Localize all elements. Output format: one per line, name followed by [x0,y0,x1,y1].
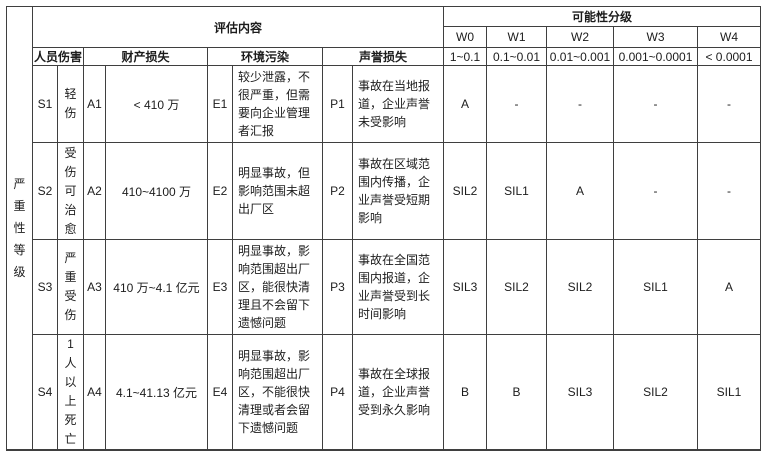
env-desc-cell: 明显事故，影响范围超出厂区，不能很快清理或者会留下遗憾问题 [232,334,323,451]
rating-cell-w3: SIL2 [613,334,698,451]
rep-code-cell: P2 [322,142,353,240]
env-code-cell: E2 [207,142,233,240]
category-property-loss: 财产损失 [83,47,208,66]
rating-cell-w0: A [443,65,487,143]
env-code-cell: E3 [207,239,233,335]
table-row-s1: S1 轻伤 A1 < 410 万 E1 较少泄露，不很严重，但需要向企业管理者汇… [7,65,761,143]
w0-range: 1~0.1 [443,47,487,66]
severity-code-cell: S2 [32,142,58,240]
rep-desc-cell: 事故在区域范围内传播，企业声誉受短期影响 [352,142,444,240]
table-row-s2: S2 受伤可治愈 A2 410~4100 万 E2 明显事故，但影响范围未超出厂… [7,142,761,240]
env-desc-cell: 明显事故，但影响范围未超出厂区 [232,142,323,240]
rating-cell-w1: SIL1 [486,142,547,240]
rep-code-cell: P1 [322,65,353,143]
rating-cell-w4: - [697,65,761,143]
table-row-s4: S4 1人以上死亡 A4 4.1~41.13 亿元 E4 明显事故，影响范围超出… [7,334,761,451]
env-desc-cell: 明显事故，影响范围超出厂区，能很快清理且不会留下遗憾问题 [232,239,323,335]
severity-code-cell: S4 [32,334,58,451]
rating-cell-w0: SIL2 [443,142,487,240]
w4-range: < 0.0001 [697,47,761,66]
rating-cell-w2: SIL3 [546,334,614,451]
rating-cell-w2: - [546,65,614,143]
rating-cell-w4: - [697,142,761,240]
rating-cell-w1: SIL2 [486,239,547,335]
category-personal-injury: 人员伤害 [32,47,84,66]
asset-range-cell: 4.1~41.13 亿元 [105,334,208,451]
severity-axis-label: 严重性等级 [6,6,33,451]
injury-cell: 轻伤 [57,65,84,143]
w3-header: W3 [613,26,698,48]
rep-desc-cell: 事故在全球报道，企业声誉受到永久影响 [352,334,444,451]
table-row-s3: S3 严重受伤 A3 410 万~4.1 亿元 E3 明显事故，影响范围超出厂区… [7,239,761,335]
rating-cell-w0: B [443,334,487,451]
risk-matrix-container: 严重性等级 评估内容 可能性分级 W0 W1 W2 W3 W4 人员伤害 财产损… [6,6,761,451]
asset-range-cell: < 410 万 [105,65,208,143]
asset-range-cell: 410~4100 万 [105,142,208,240]
rating-cell-w3: - [613,142,698,240]
rep-code-cell: P4 [322,334,353,451]
asset-code-cell: A4 [83,334,106,451]
rating-cell-w1: - [486,65,547,143]
possibility-grading-header: 可能性分级 [443,6,761,27]
injury-cell: 严重受伤 [57,239,84,335]
w1-header: W1 [486,26,547,48]
rep-desc-cell: 事故在全国范围内报道，企业声誉受到长时间影响 [352,239,444,335]
rating-cell-w0: SIL3 [443,239,487,335]
rating-cell-w2: SIL2 [546,239,614,335]
w3-range: 0.001~0.0001 [613,47,698,66]
rating-cell-w2: A [546,142,614,240]
rating-cell-w3: SIL1 [613,239,698,335]
category-reputation-loss: 声誉损失 [322,47,444,66]
rating-cell-w1: B [486,334,547,451]
env-desc-cell: 较少泄露，不很严重，但需要向企业管理者汇报 [232,65,323,143]
rating-cell-w3: - [613,65,698,143]
env-code-cell: E4 [207,334,233,451]
severity-code-cell: S1 [32,65,58,143]
w2-range: 0.01~0.001 [546,47,614,66]
w0-header: W0 [443,26,487,48]
asset-code-cell: A2 [83,142,106,240]
rep-desc-cell: 事故在当地报道，企业声誉未受影响 [352,65,444,143]
w4-header: W4 [697,26,761,48]
w1-range: 0.1~0.01 [486,47,547,66]
eval-content-header: 评估内容 [32,6,444,48]
env-code-cell: E1 [207,65,233,143]
category-environmental-pollution: 环境污染 [207,47,323,66]
asset-code-cell: A3 [83,239,106,335]
risk-matrix-table: 严重性等级 评估内容 可能性分级 W0 W1 W2 W3 W4 人员伤害 财产损… [6,6,761,451]
severity-code-cell: S3 [32,239,58,335]
asset-code-cell: A1 [83,65,106,143]
w2-header: W2 [546,26,614,48]
rating-cell-w4: SIL1 [697,334,761,451]
injury-cell: 受伤可治愈 [57,142,84,240]
asset-range-cell: 410 万~4.1 亿元 [105,239,208,335]
rating-cell-w4: A [697,239,761,335]
rep-code-cell: P3 [322,239,353,335]
injury-cell: 1人以上死亡 [57,334,84,451]
